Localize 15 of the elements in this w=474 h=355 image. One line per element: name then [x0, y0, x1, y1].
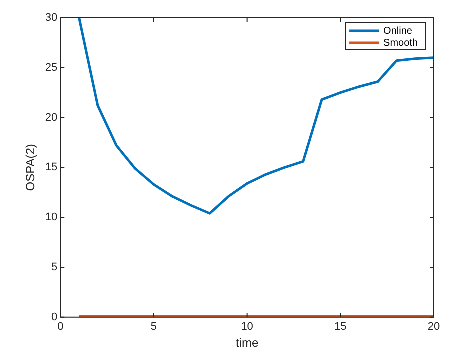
y-tick-label: 10 [45, 212, 58, 224]
x-axis-title: time [236, 336, 259, 350]
x-tick-label: 5 [150, 321, 158, 334]
legend-label: Smooth [384, 38, 418, 49]
x-tick-label: 10 [241, 321, 254, 334]
y-tick-label: 20 [45, 112, 58, 124]
y-tick-label: 5 [52, 262, 58, 274]
x-tick-label: 15 [334, 321, 347, 334]
y-tick-label: 25 [45, 62, 58, 74]
y-tick-label: 0 [52, 311, 58, 324]
legend-label: Online [384, 26, 413, 37]
x-tick-label: 20 [428, 321, 440, 334]
y-tick-label: 15 [45, 162, 58, 174]
y-axis-title: OSPA(2) [24, 144, 38, 192]
y-tick-label: 30 [45, 12, 58, 24]
